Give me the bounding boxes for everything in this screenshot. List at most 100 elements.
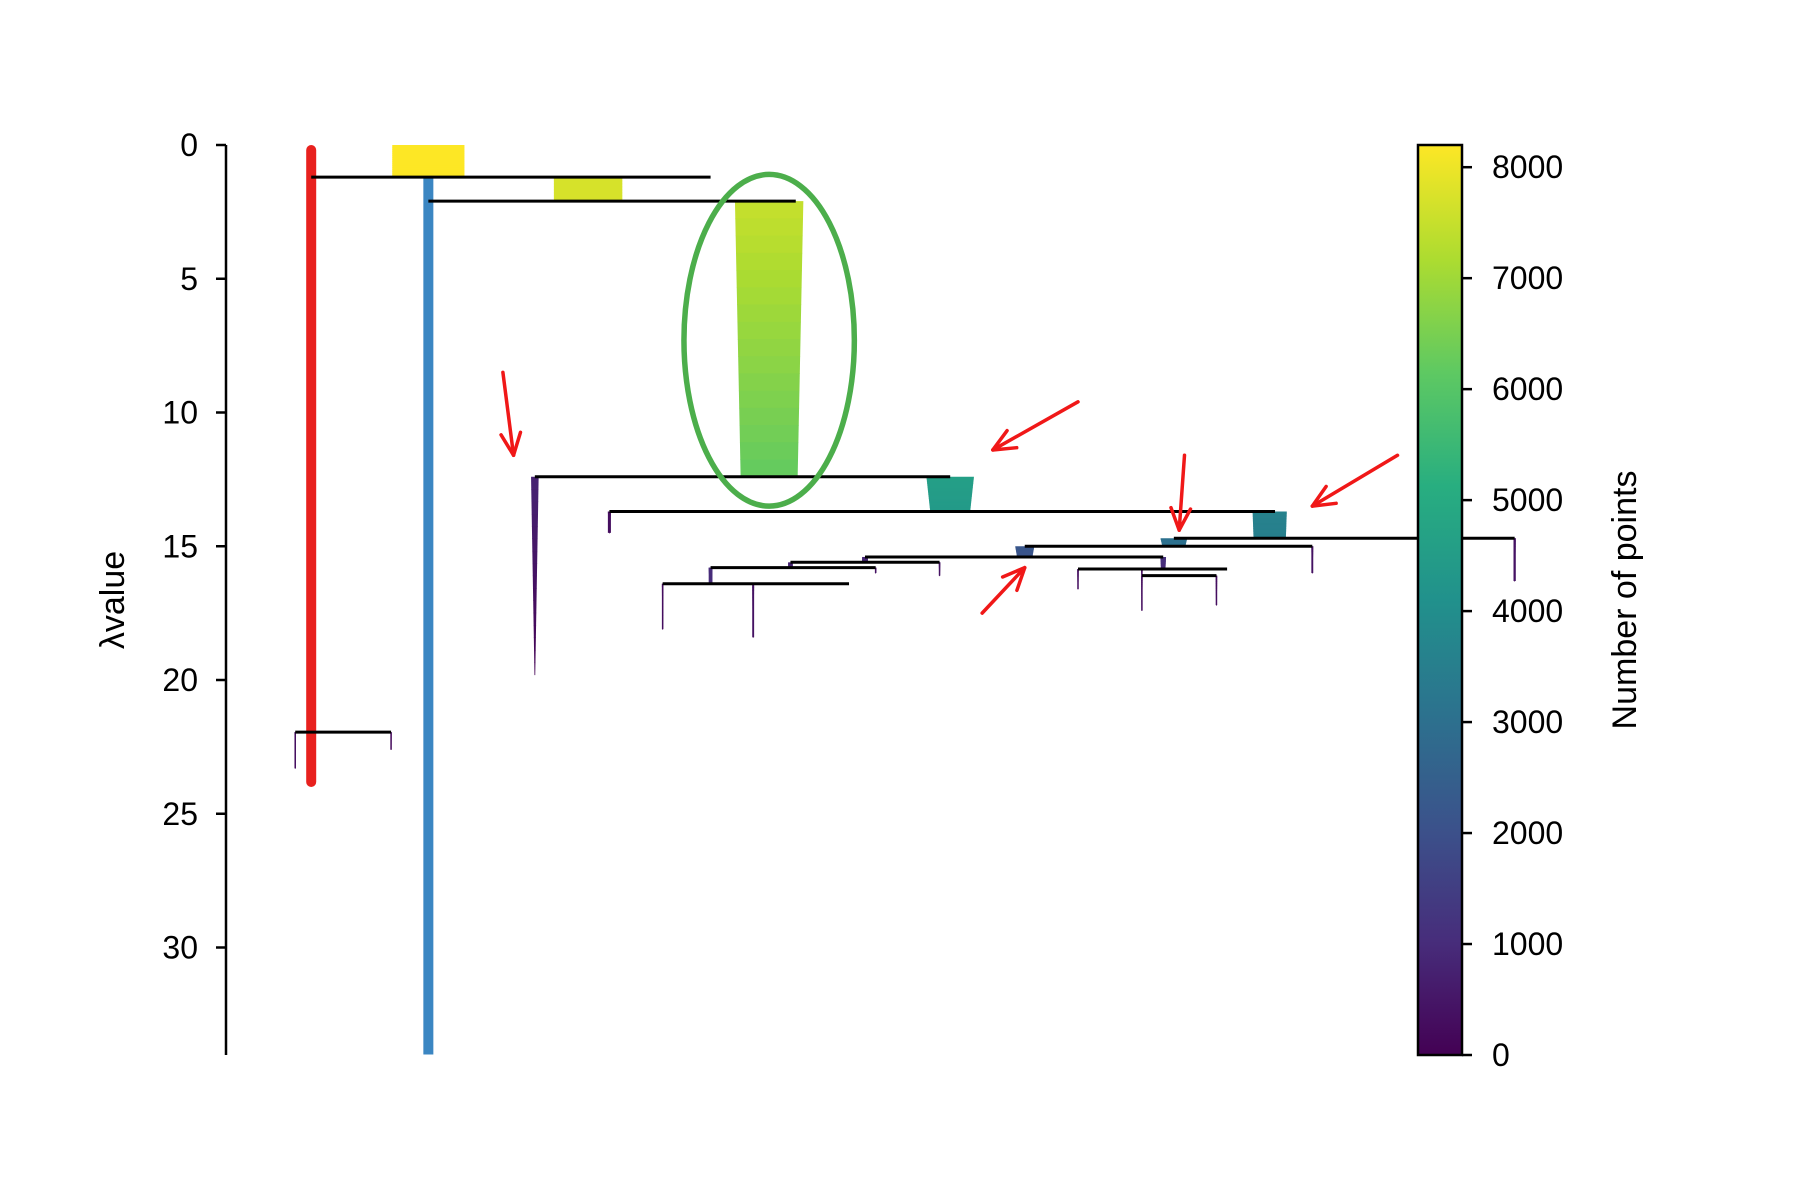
colorbar-gradient (1416, 143, 1464, 1057)
root-top-segment (392, 159, 465, 162)
arrow-shaft (991, 400, 1080, 452)
root-top-segment (392, 147, 465, 150)
arrow-branch-k (980, 565, 1027, 615)
branch-k (1160, 556, 1167, 569)
branch-c-segment (928, 498, 972, 502)
arrow-head (991, 428, 1019, 452)
circled-main-branch-segment (738, 373, 800, 392)
branch-e-segment (1253, 534, 1286, 538)
branch-e-segment (1253, 531, 1287, 534)
branch-b-segment (531, 513, 539, 527)
root-top-segment (392, 157, 465, 160)
branch-c-segment (927, 483, 974, 486)
circled-main-branch-segment (736, 252, 803, 271)
circled-main-branch-segment (736, 270, 802, 288)
branch-b-segment (531, 526, 538, 540)
branch-a (553, 177, 623, 202)
branch-a-segment (553, 193, 623, 196)
arrow-head (1000, 565, 1027, 593)
root-top-segment (392, 149, 465, 152)
circled-main-branch-segment (739, 442, 799, 460)
branch-e-segment (1253, 524, 1287, 528)
branch-a-segment (553, 178, 623, 181)
colorbar-tick-label: 0 (1492, 1037, 1510, 1073)
root-top (392, 145, 465, 178)
root-top-segment (392, 153, 465, 156)
annotations (499, 171, 1400, 615)
colorbar-ticks: 0 1000 2000 3000 4000 5000 6000 7000 8000 (1462, 149, 1563, 1073)
arrow-branch-b (499, 370, 523, 458)
arrow-branch-f (1169, 453, 1193, 532)
root-top-segment (392, 171, 465, 174)
y-axis-ticks: 0 5 10 15 20 25 30 (162, 127, 226, 966)
branch-c-segment (927, 485, 973, 489)
branch-b-segment (531, 476, 539, 490)
circled-main-branch-segment (735, 218, 803, 237)
blue-selected-cluster (423, 145, 434, 1055)
branch-c-segment (928, 494, 973, 497)
branch-a-segment (553, 183, 623, 186)
circled-main-branch-segment (739, 407, 800, 426)
circled-main-branch (734, 201, 804, 478)
branch-e-segment (1253, 523, 1287, 526)
branch-e-segment (1252, 519, 1287, 523)
root-top-segment (392, 165, 465, 168)
y-tick-label: 5 (180, 261, 198, 297)
branch-a-segment (553, 195, 623, 198)
colorbar-tick-label: 3000 (1492, 704, 1563, 740)
branch-m (938, 562, 941, 577)
branch-g (1513, 538, 1516, 582)
branch-b-segment (532, 588, 537, 601)
branch-c-segment (926, 478, 974, 482)
plot-area: 0 5 10 15 20 25 30 (162, 127, 1516, 1055)
branch-a-segment (553, 184, 623, 187)
colorbar-label: Number of points (1606, 471, 1644, 730)
colorbar-tick-label: 8000 (1492, 149, 1563, 185)
branch-b-segment (531, 501, 539, 515)
branch-b (531, 476, 539, 676)
y-axis-title: λvalue (94, 551, 132, 649)
branch-i (1311, 546, 1314, 574)
highlight-ellipse (681, 171, 858, 509)
branch-e (1252, 511, 1287, 539)
root-top-segment (392, 163, 465, 166)
circled-main-branch-segment (736, 287, 802, 305)
branch-e-segment (1252, 514, 1287, 517)
branch-e-segment (1253, 533, 1287, 536)
arrow-head (1310, 484, 1338, 508)
branch-e-segment (1252, 516, 1287, 519)
branch-v (294, 732, 296, 769)
branch-b-segment (533, 612, 537, 626)
branch-b-segment (534, 662, 536, 676)
arrow-head (1169, 505, 1193, 532)
branch-b-segment (532, 550, 538, 564)
colorbar-tick-label: 2000 (1492, 815, 1563, 851)
branch-s (1215, 575, 1218, 606)
circled-main-branch-segment (737, 321, 801, 340)
y-axis-title-text: value (94, 551, 132, 632)
branch-c-segment (929, 504, 971, 508)
branch-e-segment (1253, 528, 1287, 531)
root-top-segment (392, 151, 465, 154)
circled-main-branch-segment (737, 338, 801, 357)
y-tick-label: 15 (162, 528, 198, 564)
branch-c-segment (927, 487, 973, 491)
branch-t (661, 583, 664, 630)
branch-r (1141, 575, 1143, 611)
colorbar-tick-label: 1000 (1492, 926, 1563, 962)
circled-main-branch-segment (740, 459, 799, 478)
arrow-shaft (1310, 453, 1400, 508)
y-tick-label: 30 (162, 930, 198, 966)
branch-e-segment (1253, 529, 1287, 533)
branch-c-segment (928, 491, 973, 495)
branch-a-segment (553, 181, 623, 184)
branch-c-segment (926, 481, 974, 484)
circled-main-branch-segment (735, 235, 803, 254)
colorbar-tick-label: 4000 (1492, 593, 1563, 629)
circled-main-branch-segment (739, 425, 799, 443)
branch-e-segment (1252, 518, 1287, 521)
colorbar-tick-label: 5000 (1492, 482, 1563, 518)
y-tick-label: 25 (162, 796, 198, 832)
branch-w (390, 732, 392, 751)
